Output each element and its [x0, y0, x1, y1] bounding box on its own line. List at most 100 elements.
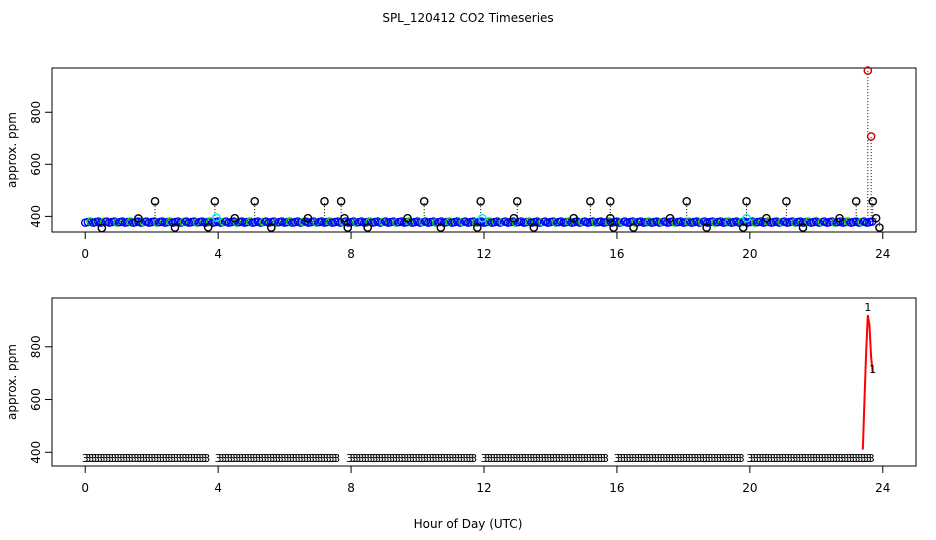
baseline-digit: 3 [554, 452, 561, 465]
baseline-digit: 3 [448, 452, 455, 465]
y-tick-label: 600 [29, 388, 43, 411]
baseline-digit: 3 [411, 452, 418, 465]
baseline-digit: 3 [217, 452, 224, 465]
baseline-digit: 3 [492, 452, 499, 465]
baseline-digit: 3 [653, 452, 660, 465]
data-point [303, 213, 313, 223]
baseline-digit: 3 [195, 452, 202, 465]
baseline-digit: 3 [113, 452, 120, 465]
data-point [835, 213, 844, 223]
baseline-digit: 3 [223, 452, 230, 465]
data-point [203, 223, 213, 232]
baseline-digit: 3 [425, 452, 432, 465]
data-point [509, 213, 519, 223]
baseline-digit: 3 [630, 452, 637, 465]
x-tick-label: 20 [742, 247, 757, 261]
baseline-digit: 3 [232, 452, 239, 465]
baseline-digit: 3 [687, 452, 694, 465]
data-point [476, 196, 485, 206]
data-point [609, 223, 618, 232]
baseline-digit: 3 [161, 452, 168, 465]
baseline-digit: 3 [574, 452, 581, 465]
baseline-digit: 3 [459, 452, 466, 465]
baseline-digit: 3 [506, 452, 513, 465]
data-point [629, 223, 638, 232]
data-point [782, 196, 791, 206]
baseline-digit: 3 [121, 452, 128, 465]
baseline-digit: 3 [540, 452, 547, 465]
baseline-digit: 3 [265, 452, 272, 465]
baseline-digit: 3 [127, 452, 134, 465]
baseline-digit: 3 [456, 452, 463, 465]
data-point [230, 213, 240, 223]
baseline-digit: 3 [155, 452, 162, 465]
data-point [569, 213, 579, 223]
data-point [866, 132, 876, 141]
plot-frame [51, 67, 917, 233]
baseline-digit: 3 [394, 452, 401, 465]
baseline-digit: 3 [543, 452, 550, 465]
baseline-digit: 3 [622, 452, 629, 465]
baseline-digit: 3 [144, 452, 151, 465]
baseline-digit: 3 [837, 452, 844, 465]
baseline-digit: 3 [200, 452, 207, 465]
baseline-digit: 3 [633, 452, 640, 465]
baseline-digit: 3 [104, 452, 111, 465]
baseline-digit: 3 [422, 452, 429, 465]
baseline-digit: 3 [93, 452, 100, 465]
data-point [134, 214, 143, 223]
baseline-digit: 3 [397, 452, 404, 465]
baseline-digit: 3 [755, 452, 762, 465]
baseline-digit: 3 [251, 452, 258, 465]
baseline-digit: 3 [116, 452, 123, 465]
baseline-digit: 3 [724, 452, 731, 465]
baseline-digit: 3 [102, 452, 109, 465]
baseline-digit: 3 [701, 452, 708, 465]
baseline-digit: 3 [545, 452, 552, 465]
data-point [682, 196, 692, 206]
top-panel: 0 4 8 12 16 20 24 400 600 800 approx. ppm [5, 66, 917, 261]
baseline-digit: 3 [96, 452, 103, 465]
baseline-digit: 3 [828, 452, 835, 465]
baseline-digit: 3 [678, 452, 685, 465]
data-point [871, 213, 881, 223]
baseline-digit: 3 [243, 452, 250, 465]
baseline-digit: 3 [758, 452, 765, 465]
baseline-digit: 3 [87, 452, 94, 465]
baseline-digit: 3 [294, 452, 301, 465]
baseline-digit: 3 [357, 452, 364, 465]
baseline-digit: 3 [599, 452, 606, 465]
x-tick-label: 4 [214, 247, 222, 261]
data-point [250, 196, 260, 206]
baseline-digit: 3 [186, 452, 193, 465]
data-point [738, 223, 748, 232]
data-point [605, 196, 615, 206]
baseline-digit: 3 [851, 452, 858, 465]
baseline-digit: 3 [354, 452, 361, 465]
baseline-digit: 3 [374, 452, 381, 465]
data-point [605, 213, 615, 223]
baseline-digit: 3 [529, 452, 536, 465]
baseline-digit: 3 [690, 452, 697, 465]
baseline-digit: 3 [526, 452, 533, 465]
baseline-digit: 3 [164, 452, 171, 465]
baseline-digit: 3 [738, 452, 745, 465]
baseline-digit: 3 [314, 452, 321, 465]
baseline-digit: 3 [481, 452, 488, 465]
baseline-digit: 3 [82, 452, 89, 465]
baseline-digit: 3 [568, 452, 575, 465]
baseline-digit: 3 [704, 452, 711, 465]
data-point [875, 223, 884, 232]
baseline-digit: 3 [551, 452, 558, 465]
baseline-digit: 3 [450, 452, 457, 465]
baseline-digit: 3 [789, 452, 796, 465]
data-point [170, 223, 180, 232]
baseline-digit: 3 [192, 452, 199, 465]
baseline-digit: 3 [328, 452, 335, 465]
baseline-digit: 3 [150, 452, 157, 465]
baseline-digit: 3 [628, 452, 635, 465]
data-point [529, 223, 539, 232]
baseline-digit: 3 [229, 452, 236, 465]
baseline-digit: 3 [752, 452, 759, 465]
x-tick-label: 8 [347, 247, 355, 261]
